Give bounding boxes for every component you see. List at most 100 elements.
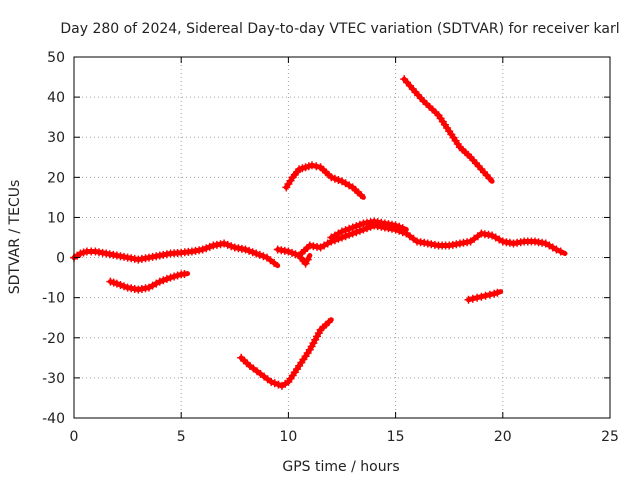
series-point-baseline-morning	[91, 247, 107, 257]
series-point-baseline-dip	[301, 255, 312, 268]
y-tick-label: 20	[47, 170, 65, 186]
series-point-baseline-mid	[348, 226, 364, 238]
series-point-baseline-mid	[498, 237, 514, 247]
series-point-baseline-mid	[445, 240, 461, 250]
series-point-positive-decline	[408, 85, 425, 103]
series-point-baseline-morning	[177, 247, 193, 257]
series-point-baseline-upper	[338, 224, 354, 236]
series-point-baseline-mid	[541, 239, 557, 252]
series-point-baseline-morning	[230, 243, 246, 253]
series-point-baseline-morning	[198, 242, 214, 254]
series-point-positive-decline	[477, 165, 494, 183]
series-point-positive-hump	[348, 183, 365, 199]
series-point-baseline-morning	[76, 248, 88, 258]
plot-frame	[73, 56, 611, 419]
x-tick-label: 20	[494, 429, 512, 445]
series-point-positive-hump	[295, 164, 307, 174]
series-point-positive-hump	[338, 177, 354, 190]
series-point-baseline-mid	[434, 241, 450, 250]
series-point-baseline-morning	[112, 251, 128, 261]
series-point-baseline-upper	[391, 221, 407, 233]
series-point-baseline-morning	[134, 254, 150, 264]
y-tick-label: -20	[42, 331, 65, 347]
series-point-baseline-mid	[520, 237, 536, 246]
series-point-baseline-mid	[284, 247, 300, 259]
series-point-baseline-mid	[531, 237, 547, 247]
series-point-negative-deep	[237, 353, 251, 368]
series-point-positive-decline	[434, 111, 452, 132]
series-point-baseline-mid	[305, 241, 321, 251]
series-point-baseline-upper	[370, 217, 386, 227]
series-point-baseline-morning	[209, 240, 225, 250]
series-point-positive-decline	[445, 127, 462, 148]
series-point-baseline-morning	[220, 239, 236, 251]
series-point-baseline-morning	[241, 245, 257, 257]
series-point-baseline-morning	[123, 253, 139, 263]
y-tick-label: -30	[42, 371, 65, 387]
series-point-baseline-dip	[295, 251, 308, 265]
series-point-positive-hump	[308, 161, 321, 171]
series-point-negative-early	[112, 279, 128, 291]
series-point-baseline-mid	[338, 230, 354, 242]
y-tick-label: 0	[56, 251, 65, 267]
series-point-baseline-morning	[252, 249, 268, 261]
series-point-baseline-morning	[102, 249, 118, 259]
series-point-baseline-morning	[166, 249, 182, 258]
series-point-baseline-morning	[187, 246, 204, 256]
series-point-positive-hump	[301, 162, 313, 172]
x-tick-label: 5	[177, 429, 186, 445]
series-point-positive-decline	[466, 153, 483, 171]
series-point-baseline-mid	[455, 238, 472, 248]
series-point-baseline-mid	[316, 239, 332, 252]
series-line-baseline-morning	[71, 241, 281, 269]
series-point-negative-early	[123, 283, 139, 293]
series-point-baseline-morning	[145, 252, 161, 262]
series-point-baseline-mid	[466, 232, 482, 246]
series-point-baseline-mid	[359, 222, 375, 234]
series-point-baseline-mid	[477, 229, 493, 239]
series-point-baseline-mid	[273, 245, 289, 255]
series-point-baseline-upper	[380, 219, 396, 229]
y-axis-label: SDTVAR / TECUs	[7, 180, 23, 295]
x-tick-label: 10	[279, 429, 297, 445]
series-point-negative-deep	[284, 365, 301, 386]
y-tick-label: 10	[47, 210, 65, 226]
series-point-positive-hump	[316, 163, 333, 179]
series-point-positive-decline	[419, 97, 440, 117]
series-point-negative-late	[464, 294, 477, 304]
series-point-baseline-morning	[155, 250, 171, 260]
series-point-baseline-mid	[413, 237, 429, 247]
series-point-negative-deep	[316, 318, 333, 334]
series-point-negative-early	[177, 270, 189, 279]
series-point-negative-early	[155, 274, 171, 286]
series-point-positive-decline	[455, 143, 472, 159]
series-point-baseline-mid	[488, 231, 504, 244]
series-point-baseline-mid	[552, 245, 565, 256]
y-tick-label: -10	[42, 291, 65, 307]
x-tick-label: 0	[70, 429, 79, 445]
series-point-negative-late	[473, 292, 486, 302]
y-tick-label: 50	[47, 50, 65, 66]
y-tick-label: 40	[47, 90, 65, 106]
series-point-baseline-upper	[348, 220, 364, 232]
series-point-negative-deep	[278, 379, 290, 390]
series-point-negative-early	[145, 279, 161, 292]
series-point-positive-hump	[288, 168, 301, 182]
series-point-positive-hump	[327, 173, 343, 184]
series-point-negative-early	[106, 277, 118, 287]
series-point-baseline-mid	[423, 239, 439, 249]
tick-labels: -40 -30 -20 -10 0 10 20 30 40 50 0 5 10 15 20 25	[42, 50, 619, 445]
series-point-baseline-mid	[509, 238, 525, 248]
series-point-negative-late	[481, 290, 494, 300]
series-layer	[70, 75, 568, 390]
x-axis-label: GPS time / hours	[282, 459, 399, 475]
series-point-negative-late	[490, 288, 502, 298]
series-point-positive-hump	[282, 176, 295, 192]
series-point-baseline-morning	[82, 247, 96, 256]
series-point-positive-decline	[400, 75, 414, 90]
series-point-negative-deep	[256, 369, 272, 384]
series-point-negative-deep	[305, 329, 323, 354]
series-point-negative-deep	[267, 377, 283, 389]
series-point-baseline-morning	[263, 253, 279, 267]
y-tick-label: 30	[47, 130, 65, 146]
